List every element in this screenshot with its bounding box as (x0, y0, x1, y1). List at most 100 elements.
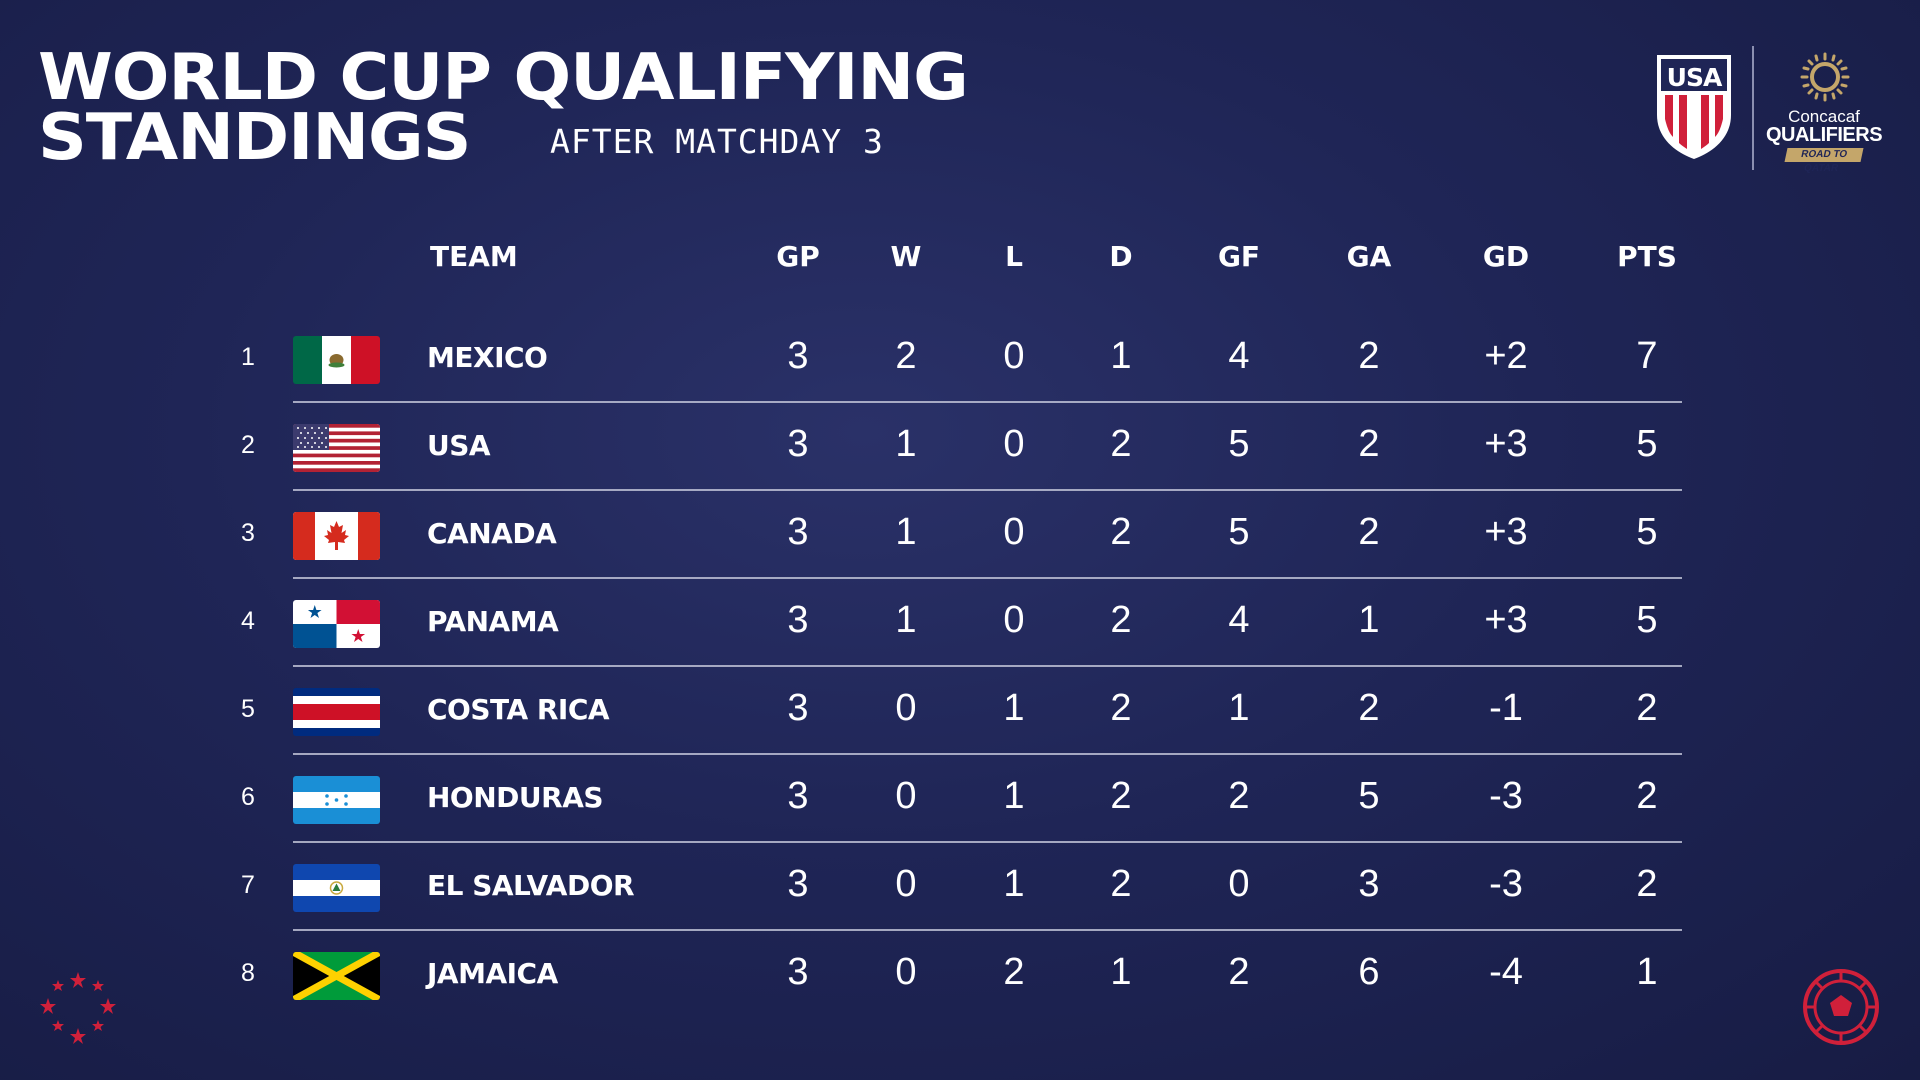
stat-ga: 6 (1358, 951, 1380, 993)
rank: 2 (241, 431, 255, 459)
table-row: 6 HONDURAS 3 0 1 2 2 5 -3 2 (0, 755, 1920, 843)
stat-gp: 3 (787, 951, 809, 993)
stat-d: 2 (1110, 599, 1132, 641)
stat-gp: 3 (787, 511, 809, 553)
mexico-flag-icon (293, 336, 380, 384)
row-divider (293, 577, 1682, 579)
stat-d: 1 (1110, 335, 1132, 377)
stat-gd: +3 (1484, 599, 1528, 641)
rank: 8 (241, 959, 255, 987)
stat-l: 0 (1003, 511, 1025, 553)
stat-l: 0 (1003, 599, 1025, 641)
table-row: 8 JAMAICA 3 0 2 1 2 6 -4 1 (0, 931, 1920, 1019)
column-header-gd: GD (1482, 240, 1530, 273)
stat-d: 2 (1110, 775, 1132, 817)
team-name: PANAMA (427, 605, 559, 638)
row-divider (293, 929, 1682, 931)
stat-gf: 5 (1228, 423, 1250, 465)
soccer-ball-icon (1803, 969, 1879, 1045)
stat-w: 2 (895, 335, 917, 377)
stat-gp: 3 (787, 423, 809, 465)
stat-gp: 3 (787, 687, 809, 729)
stat-ga: 2 (1358, 335, 1380, 377)
stat-l: 0 (1003, 423, 1025, 465)
rank: 7 (241, 871, 255, 899)
rank: 1 (241, 343, 255, 371)
stat-w: 0 (895, 775, 917, 817)
table-row: 7 EL SALVADOR 3 0 1 2 0 3 -3 2 (0, 843, 1920, 931)
column-header-gf: GF (1217, 240, 1261, 273)
row-divider (293, 841, 1682, 843)
stat-ga: 3 (1358, 863, 1380, 905)
team-name: MEXICO (427, 341, 548, 374)
rank: 5 (241, 695, 255, 723)
table-row: 4 PANAMA 3 1 0 2 4 1 +3 5 (0, 579, 1920, 667)
team-name: JAMAICA (427, 957, 558, 990)
stat-gf: 4 (1228, 335, 1250, 377)
stat-d: 2 (1110, 863, 1132, 905)
stat-d: 2 (1110, 511, 1132, 553)
team-name: HONDURAS (427, 781, 604, 814)
stat-w: 1 (895, 423, 917, 465)
page-title-line-2: STANDINGS (38, 101, 472, 175)
costa-rica-flag-icon (293, 688, 380, 736)
stat-gd: +3 (1484, 511, 1528, 553)
row-divider (293, 753, 1682, 755)
usa-flag-icon (293, 424, 380, 472)
stat-l: 2 (1003, 951, 1025, 993)
honduras-flag-icon (293, 776, 380, 824)
stat-gp: 3 (787, 775, 809, 817)
rank: 6 (241, 783, 255, 811)
logo-divider (1752, 46, 1754, 170)
stat-d: 2 (1110, 687, 1132, 729)
stat-gf: 0 (1228, 863, 1250, 905)
stat-w: 0 (895, 951, 917, 993)
stat-gp: 3 (787, 863, 809, 905)
rank: 3 (241, 519, 255, 547)
table-row: 3 CANADA 3 1 0 2 5 2 +3 5 (0, 491, 1920, 579)
stat-gd: -1 (1489, 687, 1523, 729)
stat-gf: 1 (1228, 687, 1250, 729)
stat-ga: 2 (1358, 423, 1380, 465)
team-name: COSTA RICA (427, 693, 610, 726)
concacaf-sun-icon (1800, 52, 1850, 102)
stat-w: 0 (895, 687, 917, 729)
usa-crest-text: USA (1667, 63, 1723, 92)
team-name: USA (427, 429, 491, 462)
team-name: EL SALVADOR (427, 869, 635, 902)
stat-pts: 1 (1636, 951, 1658, 993)
stat-gp: 3 (787, 335, 809, 377)
table-row: 2 USA 3 1 0 2 5 2 +3 5 (0, 403, 1920, 491)
stat-gf: 4 (1228, 599, 1250, 641)
stat-w: 1 (895, 511, 917, 553)
concacaf-brand-text: Concacaf (1788, 107, 1860, 126)
column-header-team: TEAM (430, 240, 518, 273)
usa-soccer-crest-icon: USA (1657, 55, 1731, 159)
concacaf-qualifiers-logo: Concacaf QUALIFIERS ROAD TO QATAR (1764, 52, 1884, 174)
page-subtitle: AFTER MATCHDAY 3 (550, 122, 884, 161)
stat-pts: 2 (1636, 687, 1658, 729)
stat-gf: 2 (1228, 951, 1250, 993)
stat-gd: +2 (1484, 335, 1528, 377)
stat-gf: 2 (1228, 775, 1250, 817)
stat-w: 1 (895, 599, 917, 641)
stat-l: 1 (1003, 775, 1025, 817)
stat-l: 1 (1003, 687, 1025, 729)
road-to-qatar-badge: ROAD TO QATAR (1784, 148, 1864, 174)
team-name: CANADA (427, 517, 557, 550)
stat-pts: 7 (1636, 335, 1658, 377)
column-header-ga: GA (1346, 240, 1392, 273)
page-title-line-1: WORLD CUP QUALIFYING (38, 41, 969, 115)
stat-ga: 2 (1358, 687, 1380, 729)
stat-gd: -3 (1489, 775, 1523, 817)
row-divider (293, 489, 1682, 491)
stat-pts: 2 (1636, 863, 1658, 905)
stat-l: 0 (1003, 335, 1025, 377)
stat-d: 2 (1110, 423, 1132, 465)
stat-gd: +3 (1484, 423, 1528, 465)
column-header-l: L (1005, 240, 1023, 273)
stat-ga: 5 (1358, 775, 1380, 817)
column-header-d: D (1109, 240, 1133, 273)
column-header-w: W (890, 240, 922, 273)
stat-gf: 5 (1228, 511, 1250, 553)
